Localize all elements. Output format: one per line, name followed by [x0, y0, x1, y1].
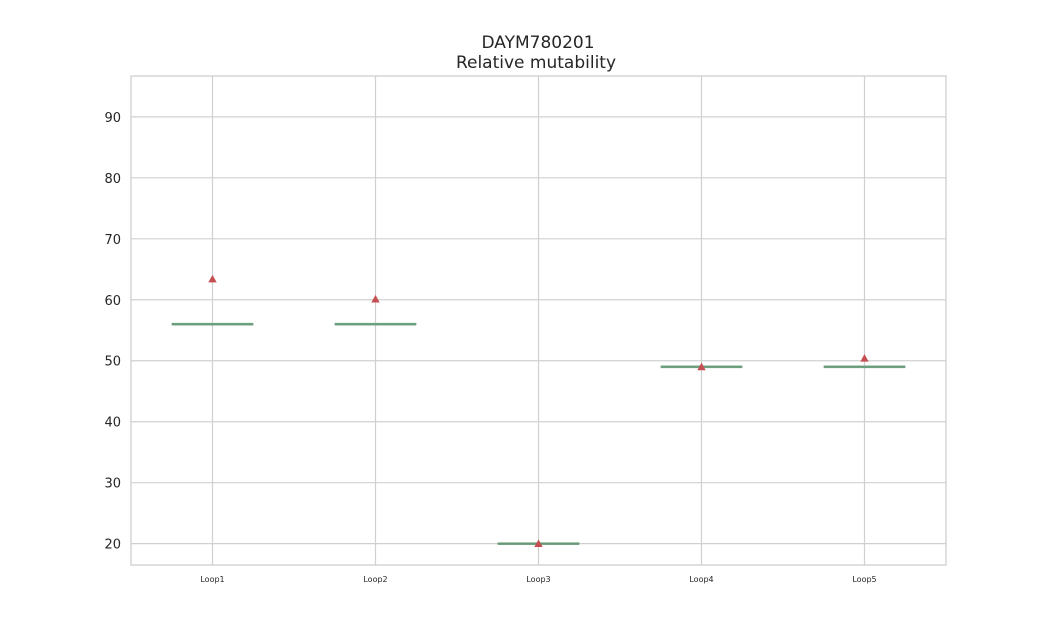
y-tick-label: 30	[104, 477, 121, 492]
marks-layer	[171, 274, 906, 548]
y-tick-label: 70	[104, 233, 121, 248]
mean-marker	[860, 354, 869, 362]
y-tick-label: 20	[104, 538, 121, 553]
mean-marker	[697, 362, 706, 371]
x-tick-label: Loop5	[852, 575, 876, 584]
y-tick-label: 60	[104, 294, 121, 309]
mean-marker	[534, 539, 543, 548]
chart-subtitle: Relative mutability	[456, 53, 616, 73]
chart-title: DAYM780201	[481, 33, 594, 53]
x-tick-label: Loop3	[526, 575, 550, 584]
mean-marker	[208, 274, 217, 283]
x-tick-label: Loop2	[363, 575, 387, 584]
x-tick-label: Loop4	[689, 575, 713, 584]
mean-marker	[371, 294, 380, 303]
y-tick-label: 90	[104, 111, 121, 126]
y-tick-label: 50	[104, 355, 121, 370]
x-tick-label: Loop1	[200, 575, 224, 584]
grid-layer	[131, 76, 946, 565]
y-tick-label: 80	[104, 172, 121, 187]
plot-frame	[130, 75, 947, 566]
y-tick-label: 40	[104, 416, 121, 431]
axis-layer: 20 30 40 50 60 70 80 90 Loop1 Loop2 Loop3 Loop4 Loop…	[104, 111, 876, 584]
